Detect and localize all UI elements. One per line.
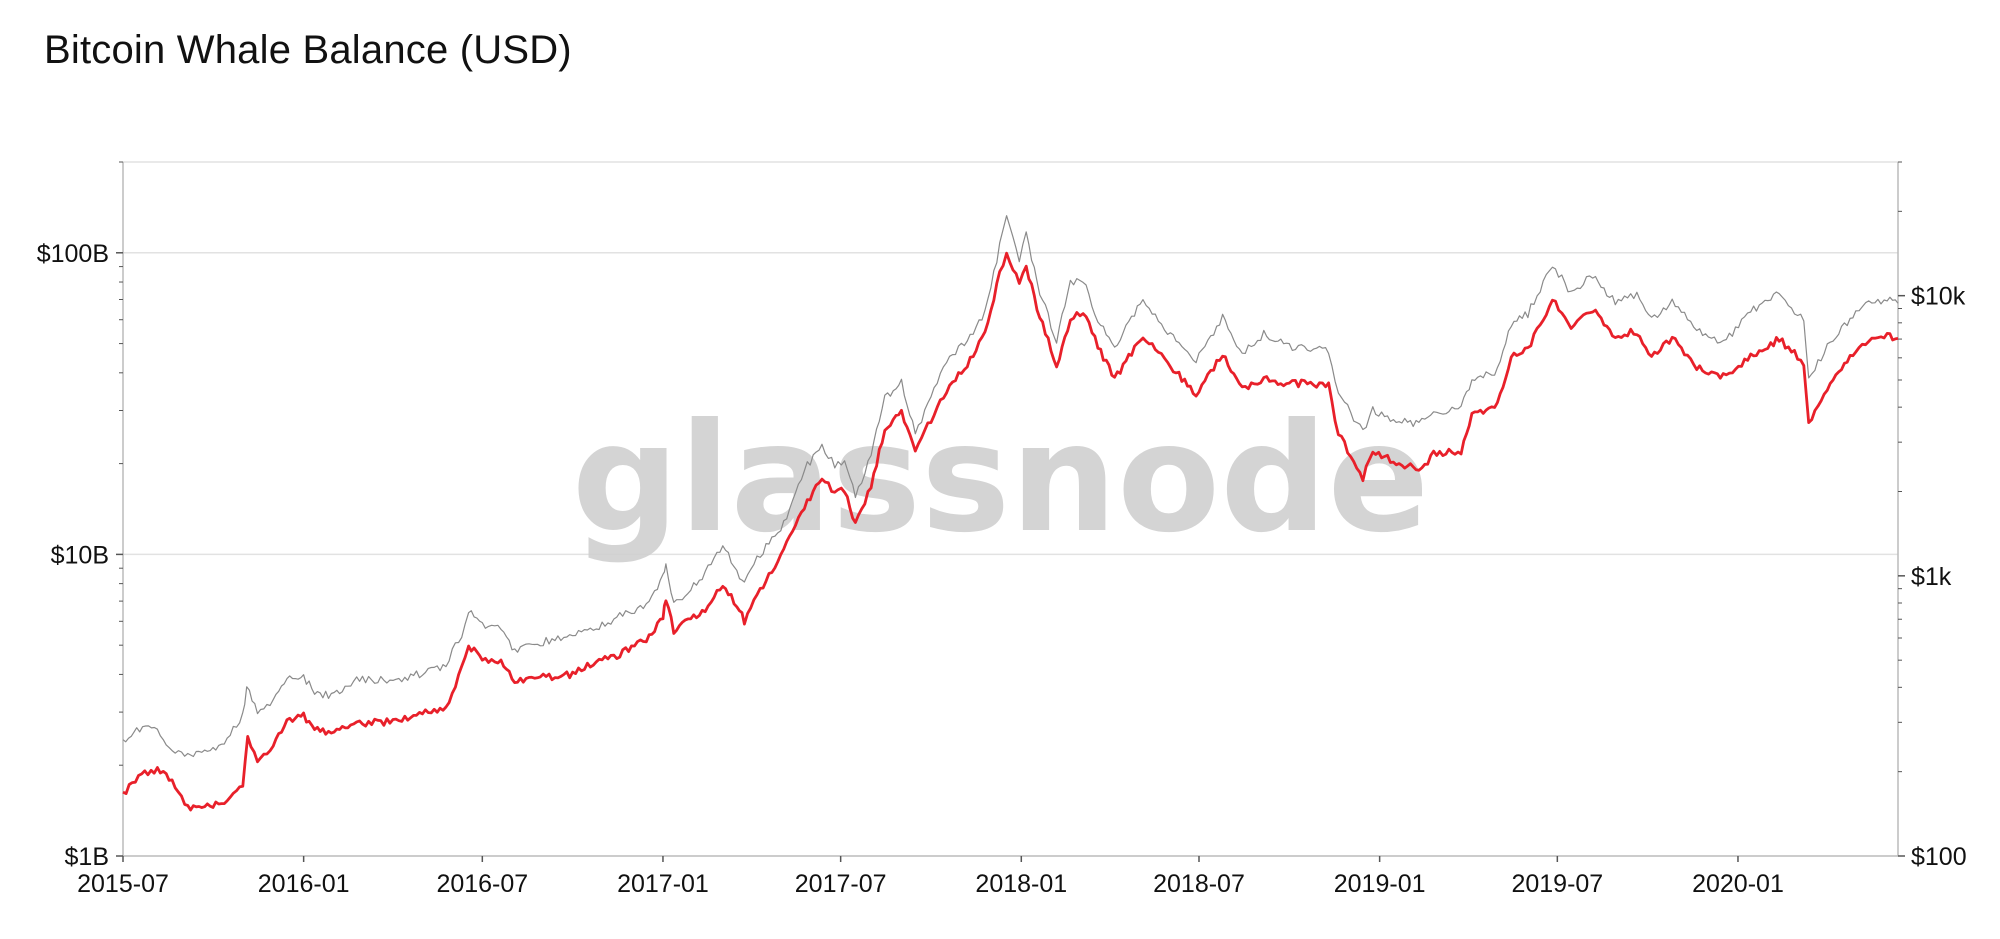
whale-balance-line (122, 251, 1899, 812)
x-tick-label: 2017-01 (617, 870, 709, 898)
x-tick-label: 2016-01 (258, 870, 350, 898)
y-left-tick-label: $100B (37, 240, 109, 268)
grid-lines (123, 161, 1898, 556)
x-tick-label: 2018-07 (1153, 870, 1245, 898)
watermark: glassnode (572, 392, 1430, 566)
y-left-tick-label: $1B (65, 843, 109, 871)
tick-labels: $1B $10B $100B $100 $1k $10k 2015-07 2016-01 201… (37, 240, 1967, 898)
x-tick-label: 2019-01 (1334, 870, 1426, 898)
x-tick-label: 2018-01 (975, 870, 1067, 898)
y-right-tick-label: $1k (1911, 563, 1952, 591)
x-tick-label: 2015-07 (77, 870, 169, 898)
glassnode-watermark: glassnode (572, 392, 1430, 566)
y-right-tick-label: $10k (1911, 283, 1966, 311)
x-tick-label: 2020-01 (1692, 870, 1784, 898)
y-left-tick-label: $10B (51, 541, 109, 569)
x-tick-label: 2019-07 (1511, 870, 1603, 898)
y-right-tick-label: $100 (1911, 843, 1967, 871)
x-tick-label: 2016-07 (436, 870, 528, 898)
btc-price-line (122, 215, 1899, 758)
series-lines (122, 215, 1899, 812)
chart-title: Bitcoin Whale Balance (USD) (44, 28, 572, 72)
x-tick-label: 2017-07 (795, 870, 887, 898)
